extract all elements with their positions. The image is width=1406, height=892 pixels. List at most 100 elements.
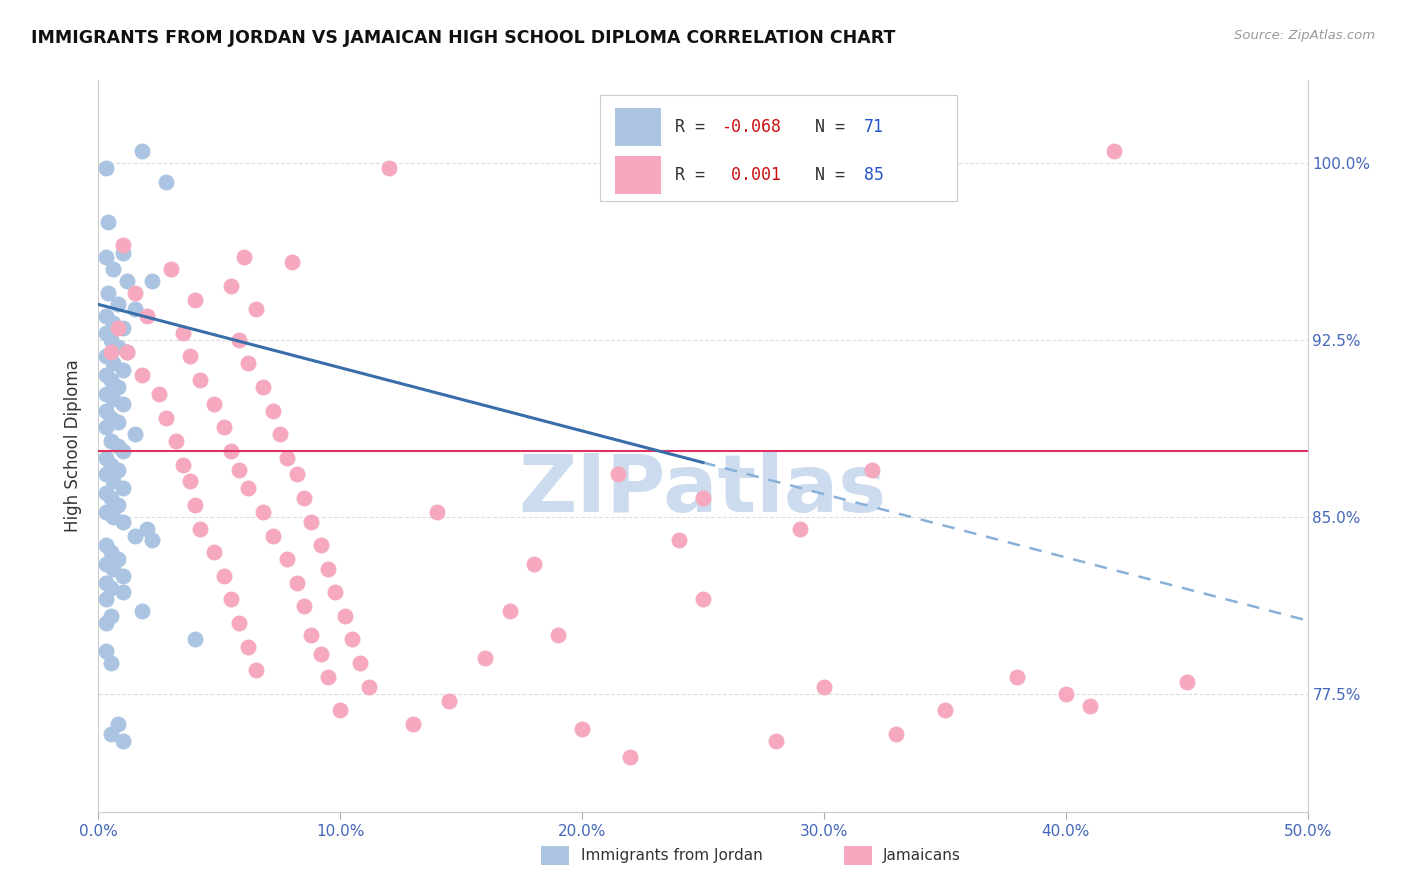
Point (221, 592, 243, 607)
Point (107, 439, 129, 453)
Point (101, 475, 124, 489)
Point (188, 373, 211, 387)
Point (309, 538, 332, 552)
Point (547, 628, 569, 642)
Point (498, 604, 520, 618)
Point (325, 585, 347, 599)
Text: -0.068: -0.068 (721, 118, 782, 136)
Point (111, 734, 134, 748)
Point (100, 434, 122, 449)
Point (299, 628, 322, 642)
FancyBboxPatch shape (614, 155, 661, 194)
Text: 71: 71 (863, 118, 884, 136)
Point (124, 302, 146, 317)
Point (619, 750, 641, 764)
Point (860, 462, 883, 476)
Point (252, 380, 274, 394)
Point (100, 373, 122, 387)
Point (886, 727, 908, 741)
Point (141, 274, 163, 288)
Point (94, 420, 117, 434)
Point (101, 392, 124, 406)
Point (131, 604, 153, 618)
Point (245, 663, 267, 677)
Point (100, 344, 122, 359)
Point (172, 326, 194, 340)
Point (285, 575, 308, 590)
Point (934, 703, 956, 717)
Point (107, 340, 129, 354)
Text: R =: R = (675, 166, 706, 184)
Point (245, 302, 267, 317)
Point (100, 608, 122, 623)
Point (179, 349, 201, 363)
Point (100, 458, 122, 472)
Point (789, 522, 811, 536)
Point (94, 349, 117, 363)
Point (94, 505, 117, 519)
Point (172, 458, 194, 472)
Point (232, 250, 254, 264)
Point (117, 344, 139, 359)
Point (1175, 675, 1198, 690)
Point (135, 310, 157, 324)
Point (238, 482, 260, 496)
Point (262, 529, 284, 543)
Point (124, 427, 146, 442)
Point (160, 262, 183, 277)
Point (124, 529, 146, 543)
Point (299, 515, 322, 529)
Point (100, 656, 122, 670)
Point (100, 491, 122, 505)
Point (155, 410, 177, 425)
Point (377, 161, 399, 175)
Point (228, 462, 250, 476)
Text: Immigrants from Jordan: Immigrants from Jordan (581, 848, 762, 863)
Text: IMMIGRANTS FROM JORDAN VS JAMAICAN HIGH SCHOOL DIPLOMA CORRELATION CHART: IMMIGRANTS FROM JORDAN VS JAMAICAN HIGH … (31, 29, 896, 46)
Point (107, 416, 129, 430)
Point (184, 293, 207, 307)
Point (765, 734, 787, 748)
Point (276, 552, 298, 566)
Point (94, 161, 117, 175)
Point (111, 238, 134, 252)
Point (1054, 687, 1077, 701)
Point (285, 467, 308, 482)
Text: ZIPatlas: ZIPatlas (519, 450, 887, 529)
Point (523, 557, 546, 571)
Point (184, 632, 207, 647)
Point (94, 368, 117, 383)
Point (316, 670, 339, 684)
Point (221, 443, 243, 458)
Point (148, 387, 170, 401)
Point (107, 380, 129, 394)
Point (252, 505, 274, 519)
Point (342, 632, 364, 647)
Point (179, 475, 201, 489)
Point (165, 434, 187, 449)
Point (107, 498, 129, 512)
Point (100, 727, 122, 741)
Point (111, 363, 134, 377)
Point (281, 255, 304, 269)
Point (101, 262, 124, 277)
Point (349, 656, 371, 670)
Point (292, 599, 315, 614)
Point (668, 533, 690, 548)
Point (94, 575, 117, 590)
Point (94, 486, 117, 500)
Point (94, 450, 117, 465)
Point (262, 403, 284, 417)
Point (117, 344, 139, 359)
Point (238, 356, 260, 370)
Point (111, 515, 134, 529)
Point (607, 467, 630, 482)
Y-axis label: High School Diploma: High School Diploma (65, 359, 83, 533)
Point (97, 215, 120, 229)
Point (402, 717, 425, 731)
Point (117, 274, 139, 288)
FancyBboxPatch shape (600, 95, 957, 201)
Point (269, 427, 291, 442)
Point (437, 694, 460, 708)
Point (111, 585, 134, 599)
